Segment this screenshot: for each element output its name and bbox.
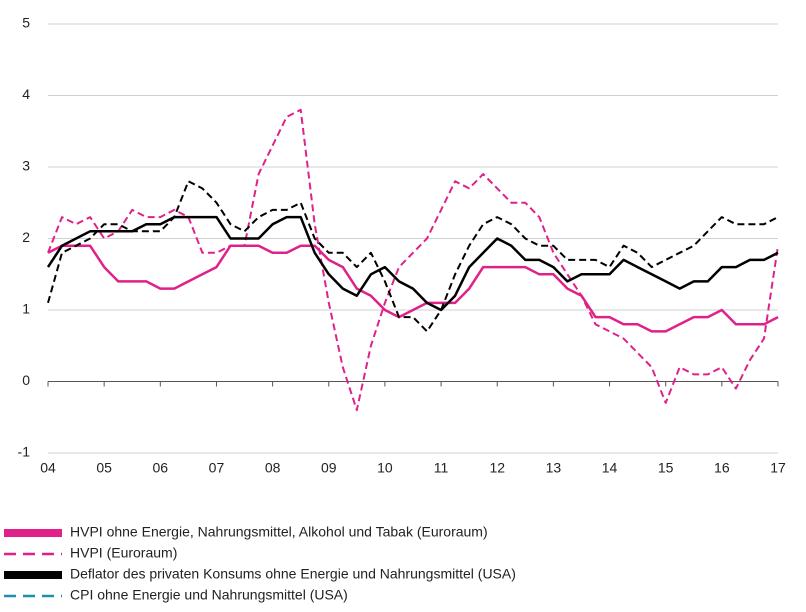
- x-tick-label: 14: [602, 460, 618, 476]
- x-tick-label: 16: [714, 460, 730, 476]
- x-tick-label: 09: [321, 460, 337, 476]
- y-tick-label: 0: [22, 372, 30, 388]
- x-tick-label: 07: [209, 460, 225, 476]
- x-tick-label: 04: [40, 460, 56, 476]
- x-tick-label: 15: [658, 460, 674, 476]
- legend-label: HVPI ohne Energie, Nahrungsmittel, Alkoh…: [70, 524, 488, 540]
- y-tick-label: 2: [22, 229, 30, 245]
- y-tick-label: 1: [22, 301, 30, 317]
- x-tick-label: 11: [434, 460, 449, 476]
- series-line: [46, 215, 779, 312]
- x-tick-label: 06: [153, 460, 169, 476]
- x-tick-label: 17: [770, 460, 786, 476]
- y-tick-label: -1: [18, 444, 31, 460]
- x-tick-label: 08: [265, 460, 281, 476]
- series-line: [47, 108, 779, 412]
- legend-label: Deflator des privaten Konsums ohne Energ…: [70, 566, 516, 582]
- y-tick-label: 3: [22, 158, 30, 174]
- x-tick-label: 13: [546, 460, 562, 476]
- legend-label: HVPI (Euroraum): [70, 545, 177, 561]
- x-tick-label: 05: [96, 460, 112, 476]
- x-tick-label: 12: [489, 460, 505, 476]
- y-tick-label: 5: [22, 15, 30, 31]
- y-tick-label: 4: [22, 86, 30, 102]
- x-tick-label: 10: [377, 460, 393, 476]
- series-line: [47, 244, 779, 333]
- legend-label: CPI ohne Energie und Nahrungsmittel (USA…: [70, 587, 348, 603]
